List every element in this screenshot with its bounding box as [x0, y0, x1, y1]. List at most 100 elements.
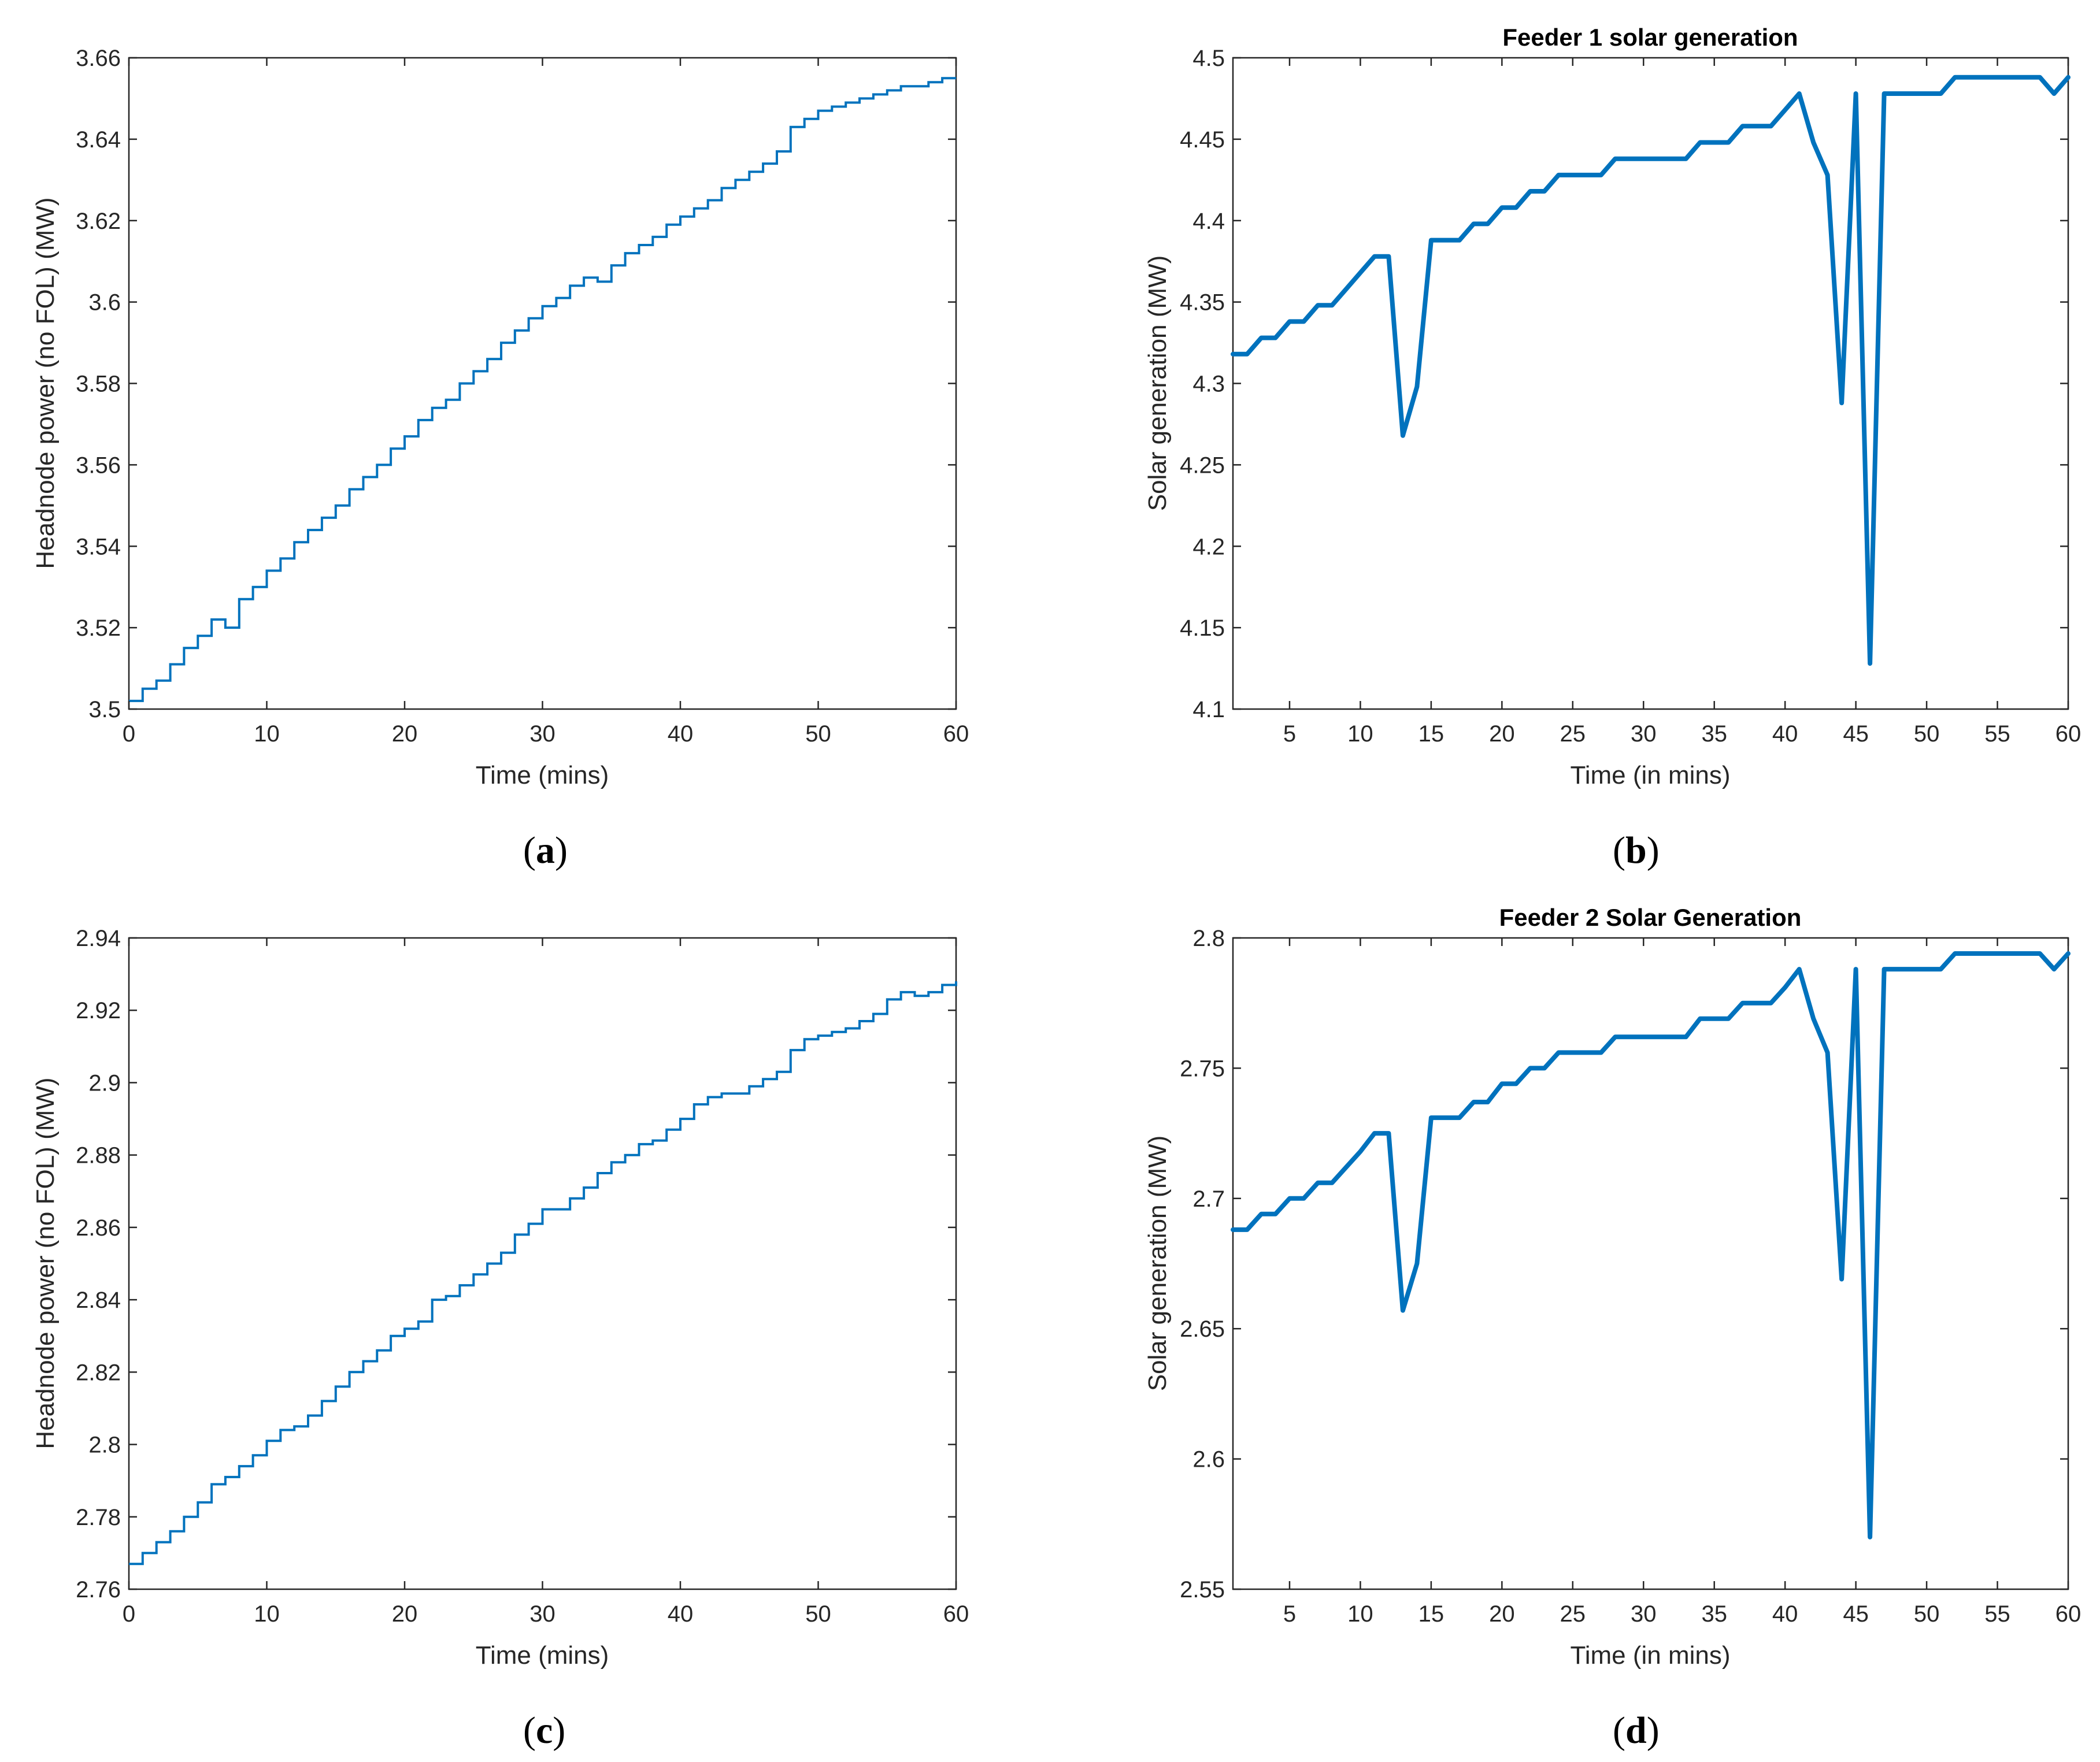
x-tick-label-d: 35: [1701, 1601, 1727, 1627]
x-tick-label-a: 40: [668, 721, 694, 747]
plot-frame-d: [1232, 937, 2069, 1590]
plot-title-b: Feeder 1 solar generation: [1502, 24, 1798, 51]
x-tick-label-d: 5: [1283, 1601, 1296, 1627]
plot-title-d: Feeder 2 Solar Generation: [1499, 904, 1802, 931]
x-tick-label-b: 55: [1984, 721, 2010, 747]
y-tick-label-d: 2.65: [1180, 1316, 1225, 1342]
panel-caption-c: (c): [523, 1709, 565, 1752]
ticks-layer-d: 5 10 15 20 25 30 35 40 45 50 55 60 2.55 2.6 2.65 2.7 2.7…: [1180, 926, 2081, 1627]
chart-panel-b: 5 10 15 20 25 30 35 40 45 50 55 60 4.1 4.15 4.2 4.25 4.3…: [1143, 24, 2081, 871]
x-tick-label-c: 20: [392, 1601, 418, 1627]
x-tick-label-a: 60: [943, 721, 969, 747]
x-tick-label-c: 50: [805, 1601, 831, 1627]
x-tick-label-d: 30: [1631, 1601, 1657, 1627]
series-layer-a: [129, 77, 956, 702]
chart-panel-c: 0 10 20 30 40 50 60 2.76 2.78 2.8 2.82 2.84 2.86 2.88…: [31, 926, 969, 1752]
y-tick-label-c: 2.82: [76, 1360, 121, 1385]
x-tick-label-a: 50: [805, 721, 831, 747]
ticks-layer-b: 5 10 15 20 25 30 35 40 45 50 55 60 4.1 4.15 4.2 4.25 4.3…: [1180, 46, 2081, 747]
y-tick-label-a: 3.6: [88, 290, 121, 316]
x-tick-label-b: 5: [1283, 721, 1296, 747]
y-tick-label-b: 4.35: [1180, 290, 1225, 316]
x-tick-label-b: 45: [1843, 721, 1869, 747]
y-tick-label-b: 4.5: [1192, 46, 1225, 71]
x-tick-label-d: 45: [1843, 1601, 1869, 1627]
y-tick-label-a: 3.66: [76, 46, 121, 71]
plot-frame-c: [128, 937, 957, 1590]
chart-panel-a: 0 10 20 30 40 50 60 3.5 3.52 3.54 3.56 3.58 3.6 3.62 3…: [31, 46, 969, 871]
x-tick-label-c: 60: [943, 1601, 969, 1627]
y-tick-label-c: 2.86: [76, 1215, 121, 1241]
x-axis-label-d: Time (in mins): [1570, 1641, 1730, 1670]
x-tick-label-d: 60: [2055, 1601, 2082, 1627]
y-tick-label-c: 2.8: [88, 1433, 121, 1458]
x-tick-label-b: 25: [1560, 721, 1586, 747]
x-tick-label-a: 30: [529, 721, 555, 747]
series-layer-b: [1231, 75, 2071, 666]
x-tick-label-c: 10: [254, 1601, 280, 1627]
x-tick-label-d: 20: [1489, 1601, 1515, 1627]
x-axis-label-a: Time (mins): [476, 761, 609, 789]
y-tick-label-d: 2.55: [1180, 1577, 1225, 1603]
ticks-layer-a: 0 10 20 30 40 50 60 3.5 3.52 3.54 3.56 3.58 3.6 3.62 3…: [76, 46, 969, 747]
x-tick-label-d: 25: [1560, 1601, 1586, 1627]
x-axis-label-c: Time (mins): [476, 1641, 609, 1670]
y-tick-label-d: 2.8: [1192, 926, 1225, 951]
y-tick-label-c: 2.92: [76, 998, 121, 1023]
panel-letter-d: d: [1625, 1709, 1647, 1752]
x-tick-label-d: 55: [1984, 1601, 2010, 1627]
y-axis-label-d: Solar generation (MW): [1143, 1136, 1172, 1392]
x-tick-label-b: 20: [1489, 721, 1515, 747]
series-layer-c: [129, 981, 957, 1566]
y-tick-label-a: 3.52: [76, 615, 121, 641]
x-tick-label-d: 15: [1418, 1601, 1445, 1627]
x-tick-label-c: 0: [123, 1601, 135, 1627]
ticks-layer-c: 0 10 20 30 40 50 60 2.76 2.78 2.8 2.82 2.84 2.86 2.88…: [76, 926, 969, 1627]
panel-caption-a: (a): [523, 829, 568, 871]
x-tick-label-d: 50: [1914, 1601, 1940, 1627]
y-tick-label-a: 3.64: [76, 127, 121, 153]
y-axis-label-c: Headnode power (no FOL) (MW): [31, 1077, 60, 1449]
y-tick-label-c: 2.84: [76, 1288, 121, 1313]
y-tick-label-b: 4.45: [1180, 127, 1225, 153]
y-tick-label-b: 4.15: [1180, 615, 1225, 641]
x-tick-label-a: 10: [254, 721, 280, 747]
y-tick-label-c: 2.94: [76, 926, 121, 951]
y-tick-label-a: 3.62: [76, 209, 121, 234]
x-tick-label-a: 0: [123, 721, 135, 747]
series-line-d: [1231, 951, 2071, 1540]
panel-caption-d: (d): [1613, 1709, 1660, 1752]
plot-frame-a: [128, 57, 957, 710]
x-tick-label-b: 10: [1347, 721, 1373, 747]
x-tick-label-d: 10: [1347, 1601, 1373, 1627]
series-line-c: [129, 981, 957, 1566]
y-tick-label-a: 3.5: [88, 697, 121, 722]
y-tick-label-c: 2.78: [76, 1505, 121, 1530]
x-tick-label-b: 30: [1631, 721, 1657, 747]
y-tick-label-b: 4.4: [1192, 209, 1225, 234]
x-tick-label-c: 40: [668, 1601, 694, 1627]
y-tick-label-c: 2.88: [76, 1143, 121, 1169]
series-line-a: [129, 77, 956, 702]
x-tick-label-d: 40: [1772, 1601, 1798, 1627]
y-tick-label-c: 2.9: [88, 1070, 121, 1096]
y-tick-label-d: 2.6: [1192, 1447, 1225, 1472]
x-tick-label-b: 15: [1418, 721, 1445, 747]
chart-panel-d: 5 10 15 20 25 30 35 40 45 50 55 60 2.55 2.6 2.65 2.7 2.7…: [1143, 904, 2081, 1752]
y-axis-label-a: Headnode power (no FOL) (MW): [31, 197, 60, 569]
y-tick-label-b: 4.25: [1180, 452, 1225, 478]
panel-letter-b: b: [1625, 829, 1647, 871]
y-tick-label-a: 3.56: [76, 452, 121, 478]
panel-caption-b: (b): [1613, 829, 1660, 871]
x-tick-label-b: 60: [2055, 721, 2082, 747]
x-tick-label-b: 35: [1701, 721, 1727, 747]
x-tick-label-b: 50: [1914, 721, 1940, 747]
series-layer-d: [1231, 951, 2071, 1540]
y-tick-label-b: 4.2: [1192, 534, 1225, 559]
y-axis-label-b: Solar generation (MW): [1143, 255, 1172, 511]
panel-letter-c: c: [536, 1709, 553, 1752]
y-tick-label-b: 4.1: [1192, 697, 1225, 722]
series-line-b: [1231, 75, 2071, 666]
x-tick-label-c: 30: [529, 1601, 555, 1627]
